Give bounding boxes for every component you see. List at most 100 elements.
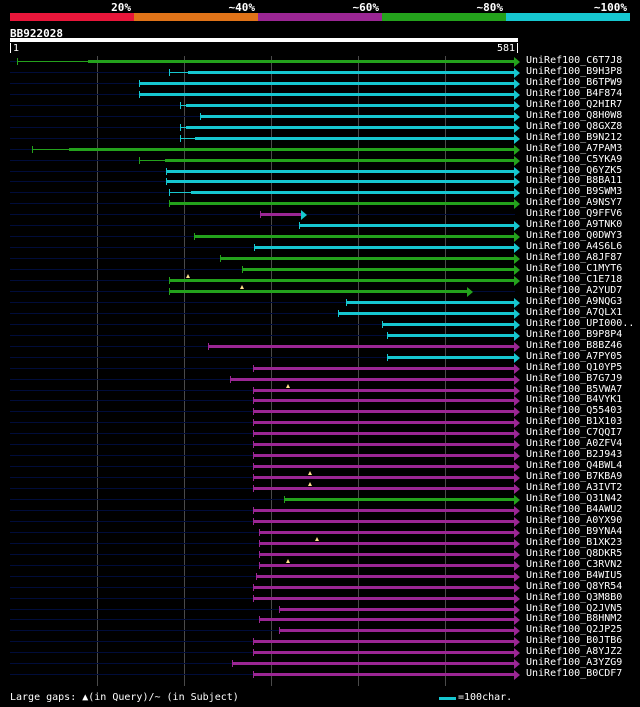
- hit-row[interactable]: UniRef100_B8BA11: [0, 175, 640, 187]
- hit-row[interactable]: UniRef100_A3YZG9: [0, 657, 640, 669]
- hit-row[interactable]: UniRef100_Q10YP5: [0, 362, 640, 374]
- hit-row[interactable]: UniRef100_Q2JVN5: [0, 603, 640, 615]
- hit-row[interactable]: UniRef100_Q6YZK5: [0, 165, 640, 177]
- hit-label[interactable]: UniRef100_B4F874: [526, 88, 623, 99]
- hit-row[interactable]: UniRef100_B8BZ46: [0, 340, 640, 352]
- hit-label[interactable]: UniRef100_A4S6L6: [526, 241, 623, 252]
- hit-row[interactable]: UniRef100_B2J943: [0, 449, 640, 461]
- hit-row[interactable]: UniRef100_B9SWM3: [0, 186, 640, 198]
- hit-label[interactable]: UniRef100_UPI000..: [526, 318, 635, 329]
- hit-row[interactable]: UniRef100_Q9FFV6: [0, 208, 640, 220]
- hit-label[interactable]: UniRef100_Q8YR54: [526, 581, 623, 592]
- hit-label[interactable]: UniRef100_B9N212: [526, 132, 623, 143]
- hit-row[interactable]: UniRef100_Q0DWY3: [0, 230, 640, 242]
- hit-label[interactable]: UniRef100_A7PY05: [526, 351, 623, 362]
- hit-row[interactable]: UniRef100_A9TNK0: [0, 219, 640, 231]
- hit-label[interactable]: UniRef100_Q8DKR5: [526, 548, 623, 559]
- hit-label[interactable]: UniRef100_B2J943: [526, 449, 623, 460]
- hit-label[interactable]: UniRef100_B1X103: [526, 416, 623, 427]
- hit-label[interactable]: UniRef100_B9YNA4: [526, 526, 623, 537]
- hit-row[interactable]: UniRef100_B8HNM2: [0, 613, 640, 625]
- hit-row[interactable]: UniRef100_C6T7J8: [0, 55, 640, 67]
- hit-row[interactable]: UniRef100_A7QLX1: [0, 307, 640, 319]
- hit-label[interactable]: UniRef100_Q6YZK5: [526, 165, 623, 176]
- hit-label[interactable]: UniRef100_C7QQI7: [526, 427, 623, 438]
- hit-row[interactable]: UniRef100_B1X103: [0, 416, 640, 428]
- hit-row[interactable]: UniRef100_Q8H0W8: [0, 110, 640, 122]
- hit-row[interactable]: UniRef100_C5YKA9: [0, 154, 640, 166]
- hit-row[interactable]: UniRef100_Q2JP25: [0, 624, 640, 636]
- hit-label[interactable]: UniRef100_Q2JP25: [526, 624, 623, 635]
- hit-label[interactable]: UniRef100_C1E718: [526, 274, 623, 285]
- hit-row[interactable]: UniRef100_B6TPW9: [0, 77, 640, 89]
- hit-label[interactable]: UniRef100_B9P8P4: [526, 329, 623, 340]
- hit-label[interactable]: UniRef100_A8JF87: [526, 252, 623, 263]
- hit-label[interactable]: UniRef100_B1XK23: [526, 537, 623, 548]
- hit-label[interactable]: UniRef100_Q4BWL4: [526, 460, 623, 471]
- hit-row[interactable]: UniRef100_B4WIU5: [0, 570, 640, 582]
- hit-row[interactable]: UniRef100_B4F874: [0, 88, 640, 100]
- hit-row[interactable]: UniRef100_A7PAM3: [0, 143, 640, 155]
- hit-label[interactable]: UniRef100_B0CDF7: [526, 668, 623, 679]
- hit-label[interactable]: UniRef100_Q3M8B0: [526, 592, 623, 603]
- hit-label[interactable]: UniRef100_A8YJZ2: [526, 646, 623, 657]
- hit-label[interactable]: UniRef100_A7PAM3: [526, 143, 623, 154]
- hit-label[interactable]: UniRef100_Q55403: [526, 405, 623, 416]
- hit-row[interactable]: UniRef100_Q8DKR5: [0, 548, 640, 560]
- hit-row[interactable]: UniRef100_B1XK23: [0, 537, 640, 549]
- hit-label[interactable]: UniRef100_Q2JVN5: [526, 603, 623, 614]
- hit-row[interactable]: UniRef100_A9NQG3: [0, 296, 640, 308]
- hit-label[interactable]: UniRef100_Q9FFV6: [526, 208, 623, 219]
- hit-row[interactable]: UniRef100_B0JTB6: [0, 635, 640, 647]
- hit-row[interactable]: UniRef100_A8JF87: [0, 252, 640, 264]
- hit-row[interactable]: UniRef100_Q2HIR7: [0, 99, 640, 111]
- hit-label[interactable]: UniRef100_C6T7J8: [526, 55, 623, 66]
- hit-row[interactable]: UniRef100_C7QQI7: [0, 427, 640, 439]
- hit-label[interactable]: UniRef100_C5YKA9: [526, 154, 623, 165]
- hit-label[interactable]: UniRef100_A9TNK0: [526, 219, 623, 230]
- hit-label[interactable]: UniRef100_A3IVT2: [526, 482, 623, 493]
- hit-row[interactable]: UniRef100_A9NSY7: [0, 197, 640, 209]
- hit-row[interactable]: UniRef100_C1E718: [0, 274, 640, 286]
- hit-label[interactable]: UniRef100_B9SWM3: [526, 186, 623, 197]
- hit-label[interactable]: UniRef100_Q2HIR7: [526, 99, 623, 110]
- hit-label[interactable]: UniRef100_A7QLX1: [526, 307, 623, 318]
- hit-row[interactable]: UniRef100_A0ZFV4: [0, 438, 640, 450]
- hit-row[interactable]: UniRef100_C1MYT6: [0, 263, 640, 275]
- hit-label[interactable]: UniRef100_B6TPW9: [526, 77, 623, 88]
- hit-row[interactable]: UniRef100_A8YJZ2: [0, 646, 640, 658]
- hit-label[interactable]: UniRef100_A0ZFV4: [526, 438, 623, 449]
- hit-row[interactable]: UniRef100_Q3M8B0: [0, 592, 640, 604]
- hit-row[interactable]: UniRef100_B5VWA7: [0, 384, 640, 396]
- hit-label[interactable]: UniRef100_A2YUD7: [526, 285, 623, 296]
- hit-row[interactable]: UniRef100_B9H3P8: [0, 66, 640, 78]
- hit-row[interactable]: UniRef100_B9P8P4: [0, 329, 640, 341]
- hit-row[interactable]: UniRef100_A7PY05: [0, 351, 640, 363]
- hit-label[interactable]: UniRef100_Q0DWY3: [526, 230, 623, 241]
- hit-row[interactable]: UniRef100_B7KBA9: [0, 471, 640, 483]
- hit-label[interactable]: UniRef100_Q31N42: [526, 493, 623, 504]
- hit-row[interactable]: UniRef100_B0CDF7: [0, 668, 640, 680]
- hit-row[interactable]: UniRef100_Q55403: [0, 405, 640, 417]
- hit-row[interactable]: UniRef100_Q8YR54: [0, 581, 640, 593]
- hit-label[interactable]: UniRef100_B5VWA7: [526, 384, 623, 395]
- hit-row[interactable]: UniRef100_A0YX90: [0, 515, 640, 527]
- hit-label[interactable]: UniRef100_C1MYT6: [526, 263, 623, 274]
- hit-label[interactable]: UniRef100_B4VYK1: [526, 394, 623, 405]
- hit-row[interactable]: UniRef100_B9N212: [0, 132, 640, 144]
- hit-label[interactable]: UniRef100_C3RVN2: [526, 559, 623, 570]
- hit-label[interactable]: UniRef100_B8BZ46: [526, 340, 623, 351]
- hit-label[interactable]: UniRef100_Q8GXZ8: [526, 121, 623, 132]
- hit-label[interactable]: UniRef100_A9NSY7: [526, 197, 623, 208]
- hit-row[interactable]: UniRef100_B7G7J9: [0, 373, 640, 385]
- hit-label[interactable]: UniRef100_B9H3P8: [526, 66, 623, 77]
- hit-row[interactable]: UniRef100_A4S6L6: [0, 241, 640, 253]
- hit-label[interactable]: UniRef100_B7G7J9: [526, 373, 623, 384]
- hit-label[interactable]: UniRef100_Q10YP5: [526, 362, 623, 373]
- hit-label[interactable]: UniRef100_B8HNM2: [526, 613, 623, 624]
- hit-row[interactable]: UniRef100_B9YNA4: [0, 526, 640, 538]
- hit-label[interactable]: UniRef100_A9NQG3: [526, 296, 623, 307]
- hit-label[interactable]: UniRef100_Q8H0W8: [526, 110, 623, 121]
- hit-label[interactable]: UniRef100_B7KBA9: [526, 471, 623, 482]
- hit-label[interactable]: UniRef100_A3YZG9: [526, 657, 623, 668]
